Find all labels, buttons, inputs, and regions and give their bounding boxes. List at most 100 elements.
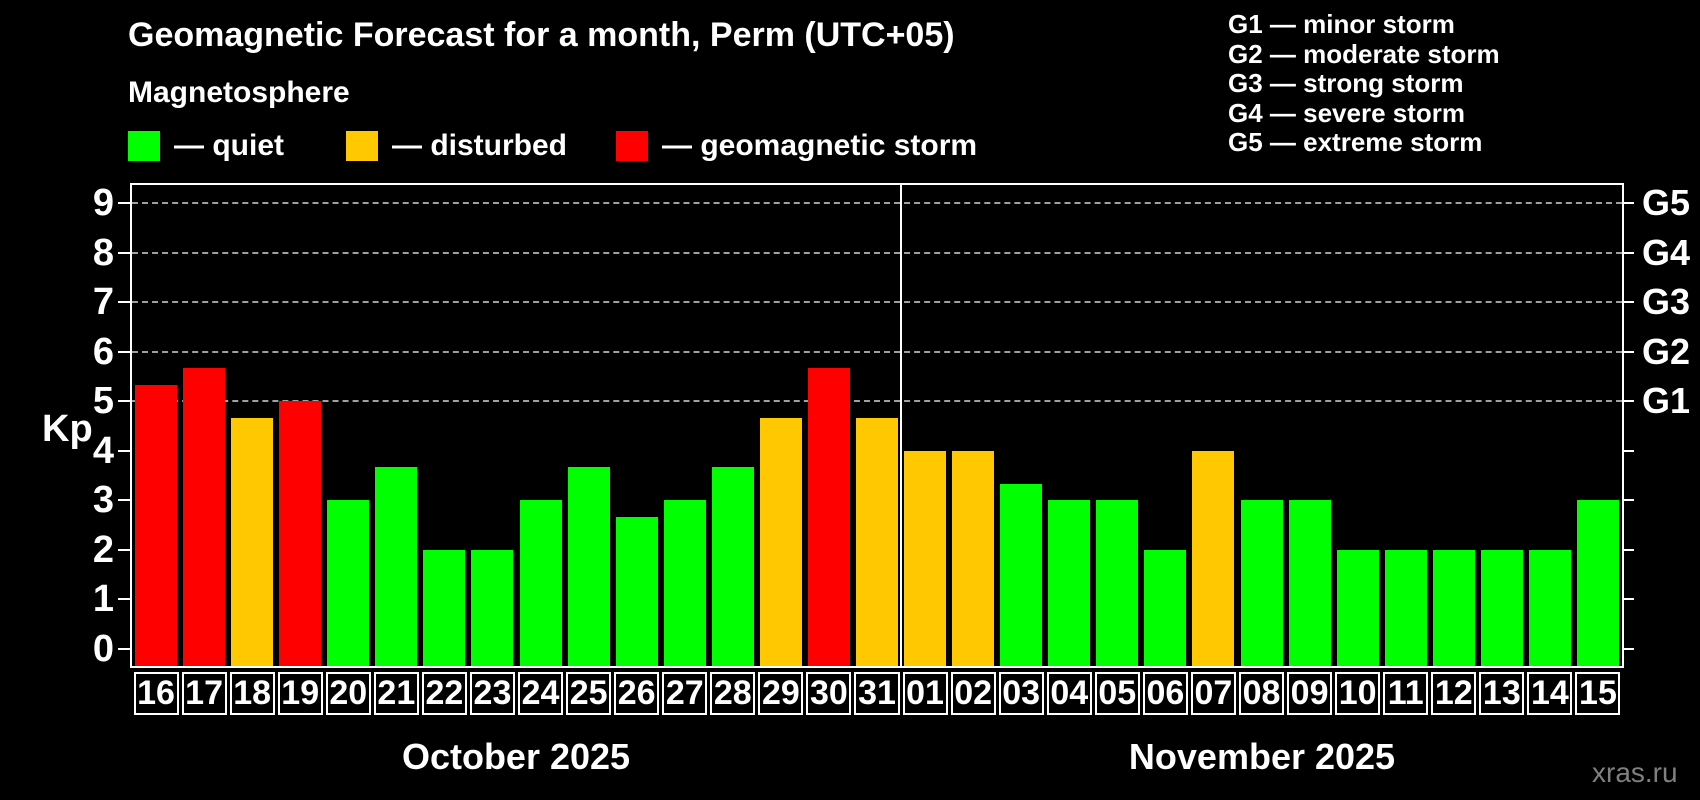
legend-label-disturbed: — disturbed: [392, 129, 568, 162]
kp-bar: [519, 500, 562, 666]
kp-bar: [1576, 500, 1619, 666]
kp-bar: [567, 467, 610, 666]
day-label: 01: [902, 672, 948, 715]
day-label: 07: [1190, 672, 1236, 715]
chart-title: Geomagnetic Forecast for a month, Perm (…: [128, 16, 955, 54]
legend-label-storm: — geomagnetic storm: [662, 129, 978, 162]
kp-bar: [1000, 483, 1043, 666]
day-label: 23: [469, 672, 515, 715]
kp-bar: [663, 500, 706, 666]
g4-scale-line: G4 — severe storm: [1228, 97, 1466, 128]
right-axis-tick: [1622, 598, 1634, 601]
y-axis-tick: [118, 598, 130, 601]
y-axis-tick-label: 5: [92, 380, 114, 423]
kp-bar: [615, 516, 658, 666]
day-label: 04: [1046, 672, 1092, 715]
kp-bar: [1288, 500, 1331, 666]
day-label: 17: [181, 672, 227, 715]
legend-item-storm: — geomagnetic storm: [616, 129, 978, 162]
day-label: 02: [950, 672, 996, 715]
day-label: 29: [758, 672, 804, 715]
kp-bar: [183, 368, 226, 666]
day-label: 20: [325, 672, 371, 715]
g-scale-axis-label: G2: [1642, 330, 1691, 372]
y-axis-title: Kp: [42, 408, 93, 450]
day-label: 18: [229, 672, 275, 715]
y-axis-tick: [118, 400, 130, 403]
storm-level-gridline: [132, 350, 1622, 353]
day-label: 22: [421, 672, 467, 715]
right-axis-tick: [1622, 202, 1634, 205]
g-storm-scale-legend: G1 — minor storm G2 — moderate storm G3 …: [1228, 9, 1500, 158]
kp-bar: [1048, 500, 1091, 666]
kp-bar: [1384, 549, 1427, 666]
right-axis-tick: [1622, 647, 1634, 650]
day-label: 30: [806, 672, 852, 715]
y-axis-tick: [118, 647, 130, 650]
day-label: 05: [1094, 672, 1140, 715]
legend-item-quiet: — quiet: [128, 129, 284, 162]
g1-scale-line: G1 — minor storm: [1228, 9, 1455, 39]
kp-bar: [856, 417, 898, 666]
storm-level-gridline: [132, 251, 1622, 254]
kp-bar: [1528, 549, 1571, 666]
storm-level-gridline: [132, 301, 1622, 304]
disturbed-color-swatch: [346, 131, 378, 161]
g5-scale-line: G5 — extreme storm: [1228, 127, 1483, 157]
day-label: 16: [133, 672, 179, 715]
y-axis-tick-label: 4: [92, 429, 114, 472]
plot-area: [130, 183, 1624, 668]
legend-title: Magnetosphere: [128, 76, 350, 109]
y-axis-tick: [118, 548, 130, 551]
right-axis-tick: [1622, 449, 1634, 452]
day-label: 28: [710, 672, 756, 715]
y-axis-tick-label: 0: [92, 627, 114, 670]
day-label: 06: [1142, 672, 1188, 715]
day-label: 03: [998, 672, 1044, 715]
g-scale-axis-label: G5: [1642, 182, 1691, 224]
y-axis-tick-label: 6: [92, 330, 114, 373]
day-label: 12: [1431, 672, 1477, 715]
day-label: 09: [1287, 672, 1333, 715]
kp-bar: [904, 450, 947, 666]
kp-bar: [327, 500, 370, 666]
kp-bar: [1192, 450, 1235, 666]
kp-bar: [279, 401, 322, 666]
day-label: 10: [1335, 672, 1381, 715]
watermark: xras.ru: [1592, 757, 1678, 788]
day-label: 24: [518, 672, 564, 715]
kp-bar: [135, 384, 178, 666]
month-label-october: October 2025: [401, 736, 631, 777]
g3-scale-line: G3 — strong storm: [1228, 68, 1464, 98]
quiet-color-swatch: [128, 131, 160, 161]
right-axis-tick: [1622, 350, 1634, 353]
right-axis-tick: [1622, 301, 1634, 304]
kp-bar: [711, 467, 754, 666]
right-axis-tick: [1622, 400, 1634, 403]
y-axis-tick-label: 1: [92, 578, 114, 621]
kp-bar: [759, 417, 802, 666]
month-label-november: November 2025: [1128, 736, 1396, 777]
day-label: 21: [373, 672, 419, 715]
kp-bar: [1240, 500, 1283, 666]
legend-item-disturbed: — disturbed: [346, 129, 568, 162]
kp-bar: [375, 467, 418, 666]
kp-bar: [1336, 549, 1379, 666]
y-axis-tick: [118, 499, 130, 502]
kp-bar: [1480, 549, 1523, 666]
day-label: 19: [277, 672, 323, 715]
kp-bar: [807, 368, 850, 666]
g-scale-axis-label: G3: [1642, 281, 1691, 323]
kp-bar: [1432, 549, 1475, 666]
y-axis-tick-label: 9: [92, 182, 114, 225]
y-axis-tick-label: 7: [92, 281, 114, 324]
y-axis-tick: [118, 449, 130, 452]
storm-level-gridline: [132, 400, 1622, 403]
g-scale-axis-label: G1: [1642, 380, 1691, 422]
kp-bar: [231, 417, 274, 666]
day-label: 27: [662, 672, 708, 715]
day-label: 25: [566, 672, 612, 715]
kp-bar: [1144, 549, 1187, 666]
kp-bar: [471, 549, 514, 666]
